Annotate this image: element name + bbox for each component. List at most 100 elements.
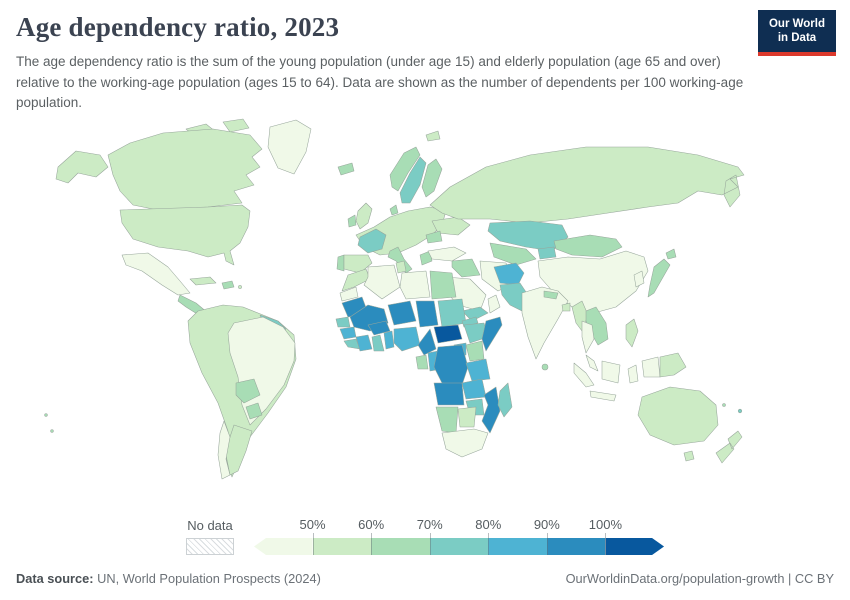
- country-japan[interactable]: [647, 248, 677, 298]
- country-malaysia[interactable]: [585, 354, 599, 372]
- country-mozambique[interactable]: [481, 386, 501, 434]
- country-fiji[interactable]: [737, 408, 743, 414]
- legend-bin-70-80%[interactable]: [429, 538, 489, 555]
- country-senegal[interactable]: [335, 316, 351, 328]
- country-italy[interactable]: [387, 246, 413, 274]
- world-map-svg: [44, 118, 745, 480]
- license-link[interactable]: OurWorldinData.org/population-growth | C…: [565, 571, 834, 586]
- country-tanzania[interactable]: [465, 358, 491, 382]
- country-romania[interactable]: [425, 230, 443, 244]
- country-kenya[interactable]: [465, 340, 485, 362]
- country-turkey[interactable]: [427, 246, 467, 262]
- country-botswana[interactable]: [457, 406, 477, 428]
- country-paraguay[interactable]: [245, 402, 263, 420]
- country-afghanistan[interactable]: [493, 262, 525, 286]
- map-legend: No data 50% 60% 70% 80% 90% 100%: [186, 513, 666, 555]
- owid-logo-line2: in Data: [777, 32, 817, 45]
- country-gabon[interactable]: [415, 354, 429, 370]
- country-mexico[interactable]: [121, 252, 191, 296]
- legend-tick-label: 80%: [475, 517, 502, 532]
- country-algeria[interactable]: [363, 264, 401, 300]
- country-burkina-faso[interactable]: [367, 320, 391, 336]
- country-western-sahara[interactable]: [339, 286, 359, 302]
- page-title: Age dependency ratio, 2023: [16, 12, 340, 42]
- country-alaska[interactable]: [55, 150, 109, 184]
- country-puerto-rico[interactable]: [238, 285, 242, 289]
- country-central-african-republic[interactable]: [433, 324, 463, 344]
- country-papua-new-guinea[interactable]: [659, 352, 687, 378]
- country-cuba[interactable]: [189, 276, 217, 286]
- country-canada[interactable]: [107, 128, 263, 211]
- legend-bin-<50%[interactable]: [254, 538, 313, 555]
- country-egypt[interactable]: [429, 270, 457, 300]
- country-niger[interactable]: [387, 300, 417, 326]
- country-spain[interactable]: [343, 254, 373, 274]
- country-finland[interactable]: [421, 158, 443, 198]
- country-korea[interactable]: [633, 270, 645, 288]
- country-nepal[interactable]: [543, 290, 559, 300]
- country-hispaniola[interactable]: [221, 280, 235, 290]
- country-uzbekistan-turkmenistan[interactable]: [489, 242, 537, 266]
- country-bolivia[interactable]: [235, 378, 261, 404]
- country-norway[interactable]: [389, 146, 421, 192]
- country-new-zealand[interactable]: [715, 430, 743, 464]
- country-somalia[interactable]: [481, 316, 503, 352]
- legend-tick-line: [546, 533, 548, 555]
- country-eritrea[interactable]: [461, 316, 479, 328]
- country-nigeria[interactable]: [393, 326, 421, 352]
- country-india[interactable]: [521, 286, 569, 360]
- country-ivory-coast[interactable]: [355, 334, 373, 352]
- country-sudan[interactable]: [437, 298, 467, 328]
- country-chad[interactable]: [415, 300, 439, 328]
- country-united-kingdom[interactable]: [355, 202, 373, 230]
- country-togo-benin[interactable]: [383, 330, 395, 350]
- country-oman[interactable]: [487, 294, 501, 314]
- country-new-caledonia[interactable]: [722, 403, 726, 407]
- country-denmark[interactable]: [389, 204, 399, 216]
- country-chile[interactable]: [217, 420, 231, 480]
- country-indonesia[interactable]: [573, 356, 661, 402]
- legend-tick-label: 90%: [533, 517, 560, 532]
- country-australia[interactable]: [637, 386, 719, 462]
- country-libya[interactable]: [399, 270, 431, 300]
- legend-bin-60-70%[interactable]: [371, 538, 430, 555]
- country-ireland[interactable]: [347, 214, 357, 228]
- legend-bin-80-90%[interactable]: [488, 538, 547, 555]
- country-france[interactable]: [357, 228, 387, 254]
- country-mongolia[interactable]: [553, 234, 623, 258]
- country-sweden[interactable]: [399, 156, 427, 204]
- country-cameroon[interactable]: [417, 328, 437, 356]
- country-sri-lanka[interactable]: [541, 363, 549, 371]
- country-united-states[interactable]: [119, 204, 251, 266]
- country-angola[interactable]: [433, 382, 465, 406]
- country-iceland[interactable]: [337, 162, 355, 176]
- country-bangladesh[interactable]: [561, 302, 571, 312]
- country-kyrgyzstan-tajikistan[interactable]: [537, 246, 557, 260]
- country-portugal[interactable]: [336, 254, 345, 272]
- legend-tick-line: [488, 533, 490, 555]
- country-pacific-islands[interactable]: [44, 413, 48, 417]
- country-madagascar[interactable]: [497, 382, 513, 418]
- country-tunisia[interactable]: [395, 260, 407, 274]
- country-dr-congo[interactable]: [433, 344, 469, 386]
- country-pacific-islands[interactable]: [50, 429, 54, 433]
- country-namibia[interactable]: [435, 406, 459, 434]
- country-zambia[interactable]: [461, 378, 487, 400]
- country-south-africa[interactable]: [441, 428, 489, 458]
- country-guinea[interactable]: [339, 326, 357, 340]
- legend-bin-90-100%[interactable]: [546, 538, 606, 555]
- country-syria-iraq[interactable]: [451, 258, 481, 278]
- country-greece[interactable]: [419, 250, 433, 266]
- country-yemen[interactable]: [461, 306, 489, 322]
- country-thailand[interactable]: [581, 320, 595, 354]
- country-morocco[interactable]: [341, 268, 371, 292]
- legend-bin-50-60%[interactable]: [312, 538, 372, 555]
- no-data-swatch[interactable]: [186, 538, 234, 555]
- country-philippines[interactable]: [625, 318, 639, 348]
- legend-bin->100%[interactable]: [605, 538, 664, 555]
- country-ghana[interactable]: [371, 334, 385, 352]
- owid-logo[interactable]: Our World in Data: [758, 10, 836, 56]
- country-russia[interactable]: [429, 146, 745, 224]
- country-greenland[interactable]: [267, 119, 312, 175]
- country-svalbard[interactable]: [425, 130, 441, 142]
